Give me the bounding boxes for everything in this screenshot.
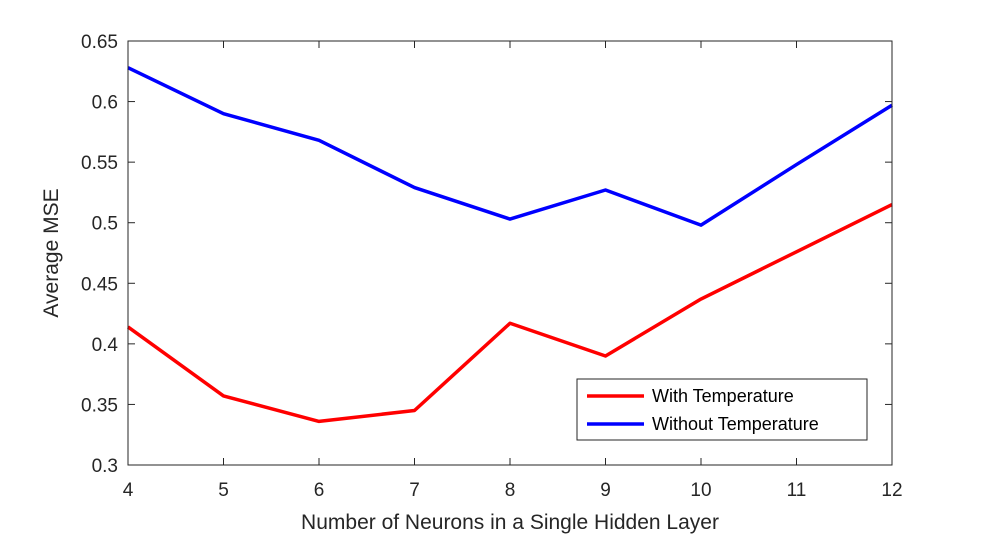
- series-layer: [126, 66, 893, 424]
- x-tick-label: 10: [690, 480, 711, 501]
- x-tick-label: 11: [787, 480, 807, 501]
- legend-label-without-temperature: Without Temperature: [652, 414, 819, 434]
- y-tick-label: 0.45: [81, 274, 118, 295]
- y-tick-label: 0.4: [92, 335, 119, 356]
- x-tick-label: 9: [600, 480, 611, 501]
- x-tick-label: 7: [409, 480, 420, 501]
- y-axis: 0.3 0.35 0.4 0.45 0.5 0.55 0.6 0.65: [81, 32, 892, 477]
- y-axis-title: Average MSE: [40, 188, 63, 317]
- x-tick-label: 5: [218, 480, 229, 501]
- series-line-without-temperature: [127, 66, 893, 227]
- y-tick-label: 0.35: [81, 395, 118, 416]
- legend: With Temperature Without Temperature: [576, 378, 868, 441]
- x-tick-label: 4: [123, 480, 134, 501]
- x-tick-label: 12: [881, 480, 902, 501]
- x-axis-title: Number of Neurons in a Single Hidden Lay…: [301, 511, 719, 534]
- y-tick-label: 0.65: [81, 32, 118, 53]
- y-tick-label: 0.55: [81, 153, 118, 174]
- x-tick-label: 6: [314, 480, 325, 501]
- legend-box: [576, 378, 868, 441]
- x-axis: 4 5 6 7 8 9 10 11 12: [123, 41, 903, 501]
- y-tick-label: 0.3: [92, 456, 118, 477]
- legend-label-with-temperature: With Temperature: [652, 386, 794, 406]
- x-tick-label: 8: [505, 480, 516, 501]
- y-tick-label: 0.5: [92, 214, 118, 235]
- series-line-with-temperature: [126, 202, 893, 424]
- y-tick-label: 0.6: [92, 93, 118, 114]
